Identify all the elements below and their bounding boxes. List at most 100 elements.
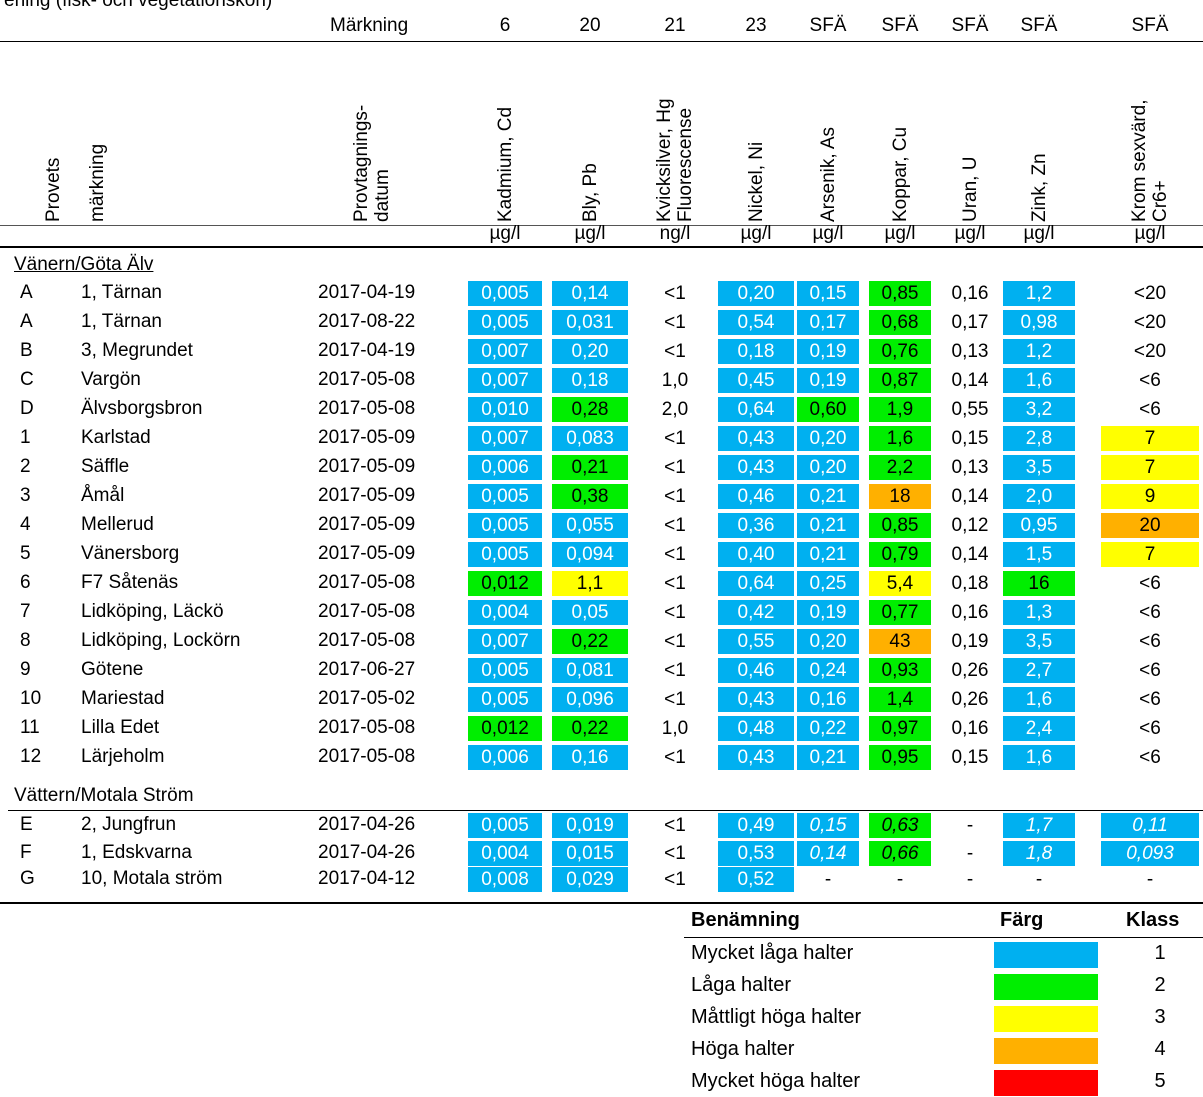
table-row: 3 Åmål 2017-05-09 0,005 0,38 <1 0,46 0,21 18 0,14… [0,484,1203,510]
row-name: 1, Tärnan [81,311,162,332]
code-2: 21 [664,15,686,36]
value-cell: 0,015 [552,841,628,866]
table-row: 8 Lidköping, Lockörn 2017-05-08 0,007 0,22 <1… [0,629,1203,655]
row-date: 2017-05-08 [318,717,416,738]
table-row: A 1, Tärnan 2017-08-22 0,005 0,031 <1 0,54 0,17… [0,310,1203,336]
value-cell: 0,43 [718,745,794,770]
value-cell: 0,26 [951,689,989,710]
header-col-3-text-0: Nickel, Ni [745,141,767,222]
value-cell: 0,05 [552,600,628,625]
value-cell: 0,22 [797,716,859,741]
row-name: Mariestad [81,688,165,709]
legend-name: Måttligt höga halter [691,1006,862,1028]
value-cell: 0,43 [718,455,794,480]
value-cell: 1,6 [1003,368,1075,393]
row-id: A [20,311,33,332]
row-name: Vänersborg [81,543,180,564]
value-cell: 0,007 [468,426,542,451]
value-cell: 1,8 [1003,841,1075,866]
value-cell: 0,18 [718,339,794,364]
value-cell: 1,9 [869,397,931,422]
value-cell: <1 [664,283,686,304]
value-cell: 0,19 [797,339,859,364]
row-id: F [20,842,32,863]
code-7: SFÄ [1020,15,1058,36]
value-cell: <20 [1133,312,1167,333]
row-id: 6 [20,572,31,593]
value-cell: 0,005 [468,542,542,567]
top-caption: ening (fisk- och vegetationskon) [4,0,273,11]
value-cell: 0,19 [951,631,989,652]
value-cell: 0,012 [468,571,542,596]
value-cell: 0,55 [951,399,989,420]
value-cell: 0,055 [552,513,628,538]
row-name: 2, Jungfrun [81,814,177,835]
value-cell: 2,2 [869,455,931,480]
code-3: 23 [745,15,767,36]
value-cell: <20 [1133,283,1167,304]
header-col-0-text-0: Kadmium, Cd [494,106,516,222]
value-cell: 0,14 [552,281,628,306]
row-name: F7 Såtenäs [81,572,179,593]
value-cell: 1,7 [1003,813,1075,838]
row-date: 2017-04-19 [318,282,416,303]
value-cell: 0,46 [718,658,794,683]
row-date: 2017-08-22 [318,311,416,332]
value-cell: 0,60 [797,397,859,422]
value-cell: 1,3 [1003,600,1075,625]
row-name: Mellerud [81,514,154,535]
row-name: Lidköping, Lockörn [81,630,241,651]
row-id: 10 [20,688,42,709]
value-cell: 0,11 [1101,813,1199,838]
value-cell: 0,20 [797,455,859,480]
value-cell: 0,006 [468,745,542,770]
value-cell: 0,87 [869,368,931,393]
value-cell: <6 [1139,747,1161,768]
value-cell: 0,083 [552,426,628,451]
value-cell: 0,97 [869,716,931,741]
value-cell: <6 [1139,399,1161,420]
legend-class: 3 [1154,1006,1166,1028]
row-date: 2017-04-26 [318,842,416,863]
value-cell: 0,14 [951,370,989,391]
row-id: B [20,340,33,361]
row-id: 11 [20,717,40,738]
row-date: 2017-05-09 [318,456,416,477]
value-cell: 1,2 [1003,281,1075,306]
table-row: 1 Karlstad 2017-05-09 0,007 0,083 <1 0,43 0,20 1… [0,426,1203,452]
table-row: D Älvsborgsbron 2017-05-08 0,010 0,28 2,0 0,64… [0,397,1203,423]
value-cell: 0,55 [718,629,794,654]
value-cell: 0,68 [869,310,931,335]
value-cell: 0,005 [468,513,542,538]
value-cell: 0,40 [718,542,794,567]
value-cell: 1,6 [1003,745,1075,770]
row-id: 9 [20,659,31,680]
row-date: 2017-05-08 [318,398,416,419]
row-name: 1, Edskvarna [81,842,192,863]
row-date: 2017-06-27 [318,659,416,680]
value-cell: 43 [869,629,931,654]
value-cell: <6 [1139,718,1161,739]
value-cell: 0,79 [869,542,931,567]
row-id: G [20,868,35,889]
value-cell: 0,17 [951,312,989,333]
row-id: 2 [20,456,31,477]
value-cell: 0,93 [869,658,931,683]
value-cell: 0,64 [718,397,794,422]
value-cell: 0,15 [951,747,989,768]
table-row: F 1, Edskvarna 2017-04-26 0,004 0,015 <1 0,53 0… [0,841,1203,867]
value-cell: 0,15 [797,281,859,306]
legend-name: Mycket höga halter [691,1070,860,1092]
value-cell: <1 [664,312,686,333]
value-cell: 0,005 [468,484,542,509]
value-cell: 0,005 [468,687,542,712]
value-cell: 0,76 [869,339,931,364]
header-col-7-text-0: Zink, Zn [1028,153,1050,222]
value-cell: 0,007 [468,339,542,364]
value-cell: 0,13 [951,457,989,478]
value-cell: <1 [664,602,686,623]
row-date: 2017-05-08 [318,572,416,593]
value-cell: 0,52 [718,867,794,892]
value-cell: 0,48 [718,716,794,741]
value-cell: 0,18 [552,368,628,393]
